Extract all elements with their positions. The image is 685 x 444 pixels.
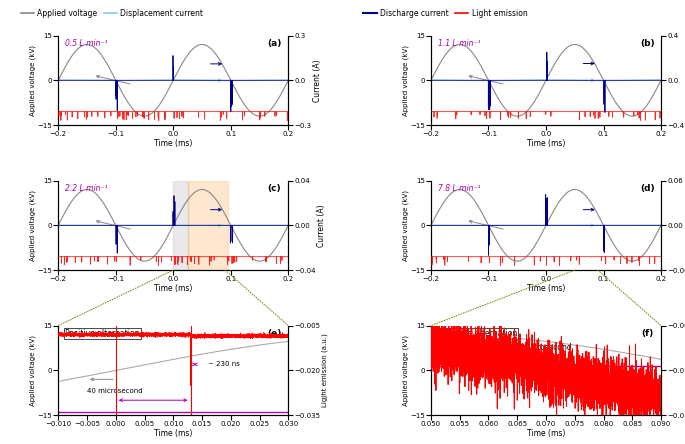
Y-axis label: Current (A): Current (A): [313, 59, 322, 102]
Y-axis label: Current (A): Current (A): [317, 204, 327, 247]
Text: 40 microsecond: 40 microsecond: [87, 388, 142, 394]
Text: Positive alternation: Positive alternation: [65, 329, 140, 338]
Bar: [173, 181, 188, 270]
Text: (f): (f): [641, 329, 653, 338]
Text: Negative alternation: Negative alternation: [438, 329, 517, 338]
Y-axis label: Applied voltage (kV): Applied voltage (kV): [29, 45, 36, 116]
X-axis label: Time (ms): Time (ms): [527, 429, 565, 438]
X-axis label: Time (ms): Time (ms): [154, 139, 192, 148]
Y-axis label: Applied voltage (kV): Applied voltage (kV): [402, 335, 408, 406]
Bar: [188, 181, 228, 270]
Y-axis label: Applied voltage (kV): Applied voltage (kV): [402, 45, 408, 116]
Text: 1.1 L min⁻¹: 1.1 L min⁻¹: [438, 39, 480, 48]
Legend: Applied voltage, Displacement current: Applied voltage, Displacement current: [18, 6, 206, 21]
Text: (d): (d): [640, 184, 655, 193]
Legend: Discharge current, Light emission: Discharge current, Light emission: [360, 6, 530, 21]
X-axis label: Time (ms): Time (ms): [154, 284, 192, 293]
Y-axis label: Applied voltage (kV): Applied voltage (kV): [29, 335, 36, 406]
Text: 7.8 L min⁻¹: 7.8 L min⁻¹: [438, 184, 480, 193]
X-axis label: Time (ms): Time (ms): [527, 284, 565, 293]
Text: 40 microsecond: 40 microsecond: [512, 344, 572, 353]
Text: 2.2 L min⁻¹: 2.2 L min⁻¹: [65, 184, 108, 193]
Text: (c): (c): [268, 184, 282, 193]
Y-axis label: Ligjht emission (a.u.): Ligjht emission (a.u.): [322, 333, 328, 407]
Y-axis label: Applied voltage (kV): Applied voltage (kV): [29, 190, 36, 261]
X-axis label: Time (ms): Time (ms): [154, 429, 192, 438]
Y-axis label: Applied voltage (kV): Applied voltage (kV): [402, 190, 408, 261]
Text: (b): (b): [640, 39, 655, 48]
Text: ~ 230 ns: ~ 230 ns: [208, 361, 240, 367]
Text: 0.5 L min⁻¹: 0.5 L min⁻¹: [65, 39, 108, 48]
Text: (a): (a): [267, 39, 282, 48]
Text: (e): (e): [267, 329, 282, 338]
X-axis label: Time (ms): Time (ms): [527, 139, 565, 148]
